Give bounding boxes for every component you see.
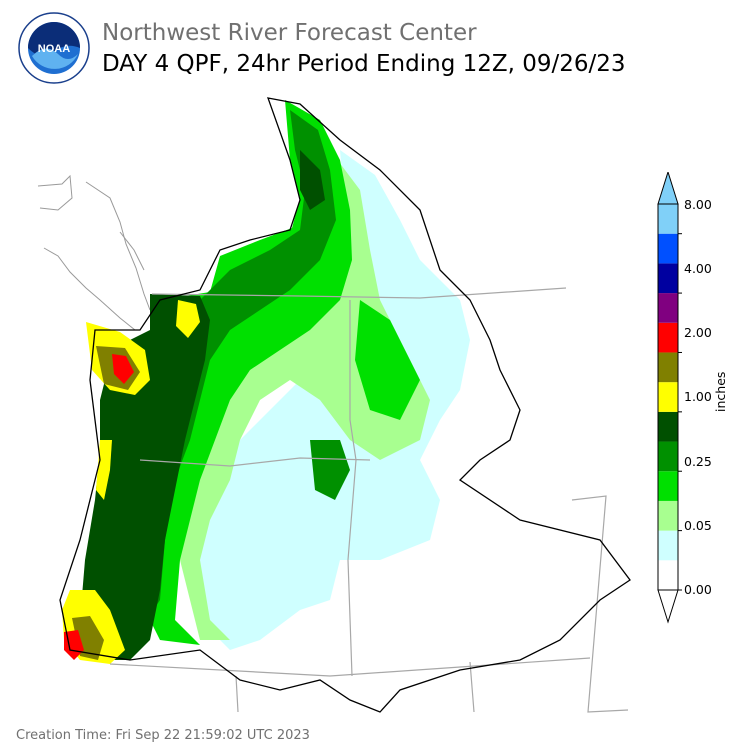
legend-tick-label-6: 8.00 bbox=[684, 197, 712, 212]
creation-time: Creation Time: Fri Sep 22 21:59:02 UTC 2… bbox=[16, 728, 310, 743]
color-bin-7 bbox=[658, 352, 678, 383]
color-bar-frame bbox=[657, 203, 679, 591]
color-bin-12 bbox=[658, 204, 678, 234]
color-bin-5 bbox=[658, 411, 678, 442]
color-bar-bottom-extension bbox=[657, 589, 679, 624]
legend-tick-label-1: 0.05 bbox=[684, 518, 712, 533]
legend-tick-label-4: 2.00 bbox=[684, 325, 712, 340]
precip-yellow-cascades bbox=[176, 300, 200, 338]
precip-light-green bbox=[180, 150, 430, 640]
precip-red-olympics bbox=[112, 354, 134, 384]
color-bar-top-extension bbox=[657, 172, 679, 205]
color-bar bbox=[657, 172, 682, 624]
color-bin-1 bbox=[658, 530, 678, 561]
legend-tick-label-2: 0.25 bbox=[684, 454, 712, 469]
color-bin-0 bbox=[658, 560, 678, 590]
legend-tick-label-5: 4.00 bbox=[684, 261, 712, 276]
legend-unit-label: inches bbox=[713, 371, 728, 412]
basin-outline bbox=[59, 97, 631, 713]
color-bin-11 bbox=[658, 233, 678, 264]
precip-dark-green-north bbox=[300, 150, 325, 210]
legend-tick-label-3: 1.00 bbox=[684, 389, 712, 404]
legend-tick-label-0: 0.00 bbox=[684, 582, 712, 597]
color-bin-4 bbox=[658, 441, 678, 472]
color-bin-8 bbox=[658, 322, 678, 353]
color-bin-9 bbox=[658, 293, 678, 323]
political-borders bbox=[109, 287, 629, 713]
color-bin-10 bbox=[658, 263, 678, 294]
color-bin-2 bbox=[658, 500, 678, 531]
precip-red-south bbox=[64, 630, 84, 660]
color-bin-6 bbox=[658, 382, 678, 412]
precip-medium-green-center bbox=[310, 440, 350, 500]
precip-green-east bbox=[355, 300, 420, 420]
color-bin-3 bbox=[658, 471, 678, 501]
organization-title: Northwest River Forecast Center bbox=[102, 20, 477, 46]
product-title: DAY 4 QPF, 24hr Period Ending 12Z, 09/26… bbox=[102, 51, 626, 77]
noaa-logo: NOAA bbox=[18, 12, 90, 84]
noaa-logo-text: NOAA bbox=[38, 43, 70, 55]
